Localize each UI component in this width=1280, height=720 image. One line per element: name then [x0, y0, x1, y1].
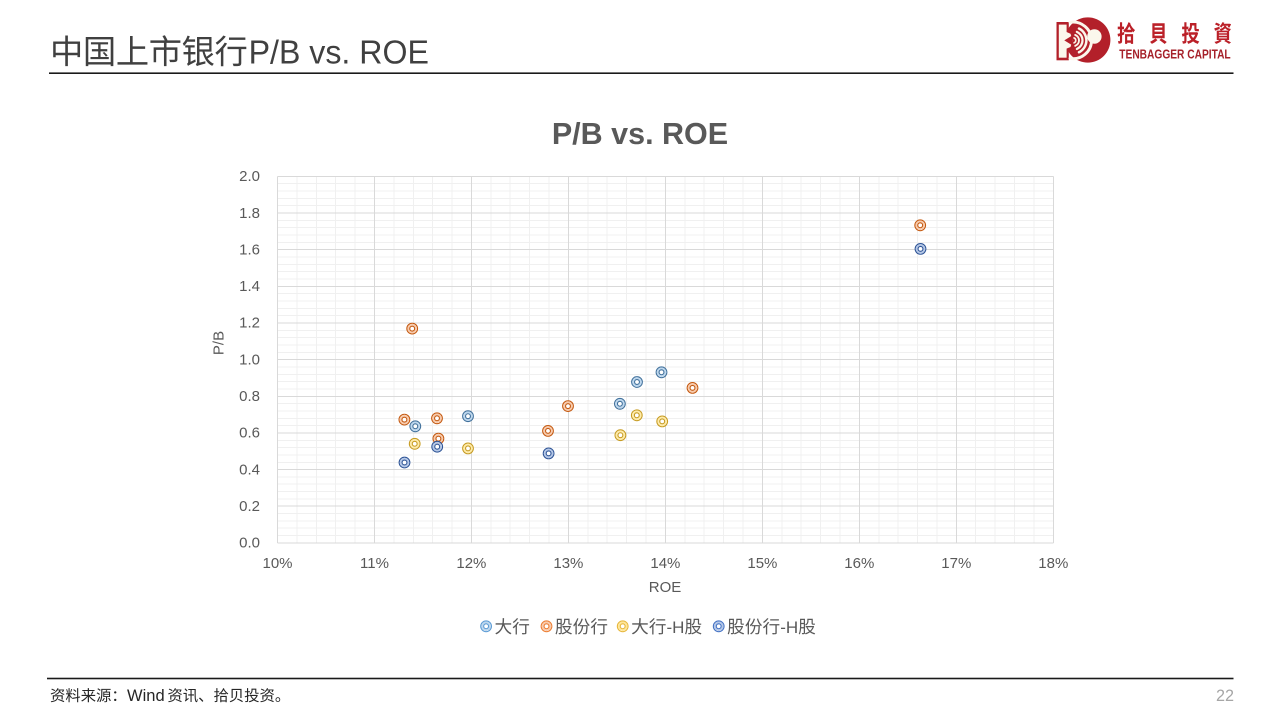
- svg-text:0.6: 0.6: [239, 425, 260, 442]
- svg-text:11%: 11%: [360, 555, 389, 572]
- svg-text:1.6: 1.6: [239, 241, 260, 258]
- svg-text:TENBAGGER CAPITAL: TENBAGGER CAPITAL: [1119, 47, 1230, 62]
- svg-text:-H: -H: [667, 618, 685, 637]
- svg-text:14%: 14%: [650, 555, 680, 572]
- svg-text:Wind: Wind: [127, 687, 165, 705]
- svg-text:17%: 17%: [941, 555, 971, 572]
- svg-text:15%: 15%: [747, 555, 777, 572]
- svg-text:0.2: 0.2: [239, 498, 260, 515]
- svg-text:0.0: 0.0: [239, 535, 260, 552]
- svg-text:16%: 16%: [844, 555, 874, 572]
- svg-text:-H: -H: [780, 618, 798, 637]
- svg-text:ROE: ROE: [649, 579, 682, 596]
- svg-text:13%: 13%: [553, 555, 583, 572]
- svg-text:0.4: 0.4: [239, 461, 260, 478]
- svg-text:1.2: 1.2: [239, 315, 260, 332]
- svg-text:0.8: 0.8: [239, 388, 260, 405]
- svg-text:P/B vs. ROE: P/B vs. ROE: [249, 34, 429, 70]
- svg-text:1.4: 1.4: [239, 278, 260, 295]
- svg-text:2.0: 2.0: [239, 168, 260, 185]
- svg-text:10%: 10%: [262, 555, 292, 572]
- svg-text:1.8: 1.8: [239, 205, 260, 222]
- svg-text:P/B: P/B: [211, 331, 228, 355]
- svg-text:18%: 18%: [1038, 555, 1068, 572]
- svg-text:12%: 12%: [456, 555, 486, 572]
- svg-text:P/B vs. ROE: P/B vs. ROE: [552, 117, 728, 151]
- svg-text:22: 22: [1216, 687, 1234, 705]
- svg-text:1.0: 1.0: [239, 351, 260, 368]
